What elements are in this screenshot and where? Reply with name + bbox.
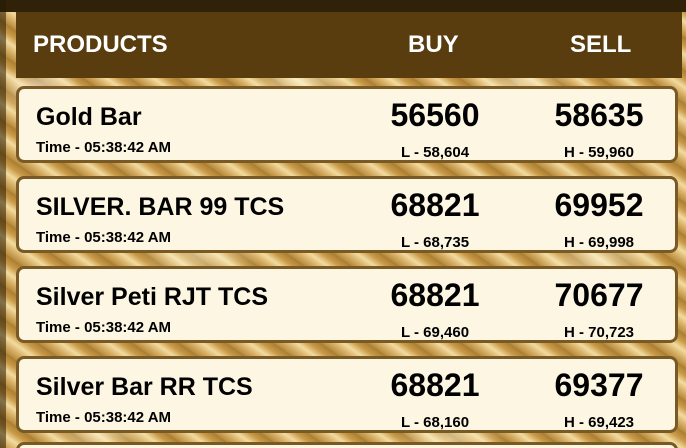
buy-price: 68821 bbox=[390, 187, 480, 223]
product-time: Time - 05:38:42 AM bbox=[36, 409, 172, 426]
high-price: H - 70,723 bbox=[563, 324, 635, 341]
product-time: Time - 05:38:42 AM bbox=[36, 229, 172, 246]
product-row-silver-bar-rr-tcs[interactable]: Silver Bar RR TCS Time - 05:38:42 AM 688… bbox=[16, 356, 678, 433]
low-price: L - 58,604 bbox=[400, 144, 470, 161]
high-price: H - 69,423 bbox=[563, 414, 635, 431]
sell-price: 69952 bbox=[554, 187, 644, 223]
product-time: Time - 05:38:42 AM bbox=[36, 319, 172, 336]
product-name: Silver Peti RJT TCS bbox=[36, 283, 269, 311]
buy-price: 68821 bbox=[390, 277, 480, 313]
rates-table-header: PRODUCTS BUY SELL bbox=[16, 12, 682, 78]
low-price: L - 69,460 bbox=[400, 324, 470, 341]
high-price: H - 69,998 bbox=[563, 234, 635, 251]
buy-price: 68821 bbox=[390, 367, 480, 403]
product-name: SILVER. BAR 99 TCS bbox=[36, 193, 285, 221]
high-price: H - 59,960 bbox=[563, 144, 635, 161]
low-price: L - 68,160 bbox=[400, 414, 470, 431]
buy-price: 56560 bbox=[390, 97, 480, 133]
product-name: Silver Bar RR TCS bbox=[36, 373, 253, 401]
sell-price: 58635 bbox=[554, 97, 644, 133]
sell-column-header: SELL bbox=[570, 31, 632, 58]
sell-price: 70677 bbox=[554, 277, 644, 313]
product-time: Time - 05:38:42 AM bbox=[36, 139, 172, 156]
products-column-header: PRODUCTS bbox=[33, 31, 168, 58]
product-row-silver-peti-rjt-tcs[interactable]: Silver Peti RJT TCS Time - 05:38:42 AM 6… bbox=[16, 266, 678, 343]
product-name: Gold Bar bbox=[36, 103, 142, 131]
product-row-gold-bar[interactable]: Gold Bar Time - 05:38:42 AM 56560 58635 … bbox=[16, 86, 678, 163]
buy-column-header: BUY bbox=[408, 31, 459, 58]
left-frame bbox=[0, 0, 6, 448]
product-row-silver-bar-99-tcs[interactable]: SILVER. BAR 99 TCS Time - 05:38:42 AM 68… bbox=[16, 176, 678, 253]
sell-price: 69377 bbox=[554, 367, 644, 403]
low-price: L - 68,735 bbox=[400, 234, 470, 251]
next-product-row-partial bbox=[16, 442, 678, 448]
top-frame bbox=[0, 0, 686, 12]
